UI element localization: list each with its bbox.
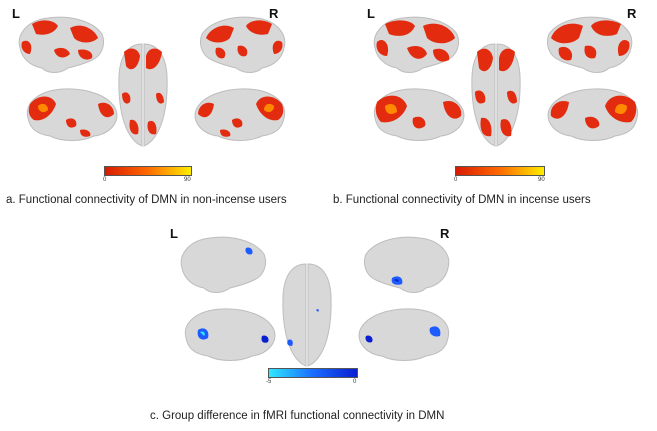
colorbar-max-label: 90	[184, 177, 191, 183]
colorbar-max-label: 0	[353, 379, 357, 385]
brain-medial-right	[547, 88, 639, 141]
right-hemisphere-label: R	[269, 6, 279, 21]
brain-dorsal	[471, 43, 521, 147]
brain-lateral-left	[18, 16, 105, 73]
colorbar-max-label: 90	[538, 177, 545, 183]
panel-caption: b. Functional connectivity of DMN in inc…	[333, 194, 591, 206]
brain-medial-right	[194, 88, 286, 141]
panel-b: L R	[333, 0, 655, 215]
colorbar	[104, 166, 192, 176]
colorbar	[455, 166, 545, 176]
colorbar	[268, 368, 358, 378]
brain-lateral-left	[180, 236, 267, 293]
panel-c: L R -5	[150, 220, 510, 430]
panel-caption: c. Group difference in fMRI functional c…	[150, 410, 445, 422]
brain-dorsal	[118, 43, 168, 147]
brain-medial-right	[358, 308, 450, 361]
right-hemisphere-label: R	[440, 226, 450, 241]
left-hemisphere-label: L	[367, 6, 375, 21]
brain-dorsal	[282, 263, 332, 367]
brain-lateral-right	[199, 16, 286, 73]
brain-medial-left	[26, 88, 118, 141]
right-hemisphere-label: R	[627, 6, 637, 21]
brain-medial-left	[373, 88, 465, 141]
brain-lateral-right	[363, 236, 450, 293]
brain-medial-left	[184, 308, 276, 361]
colorbar-min-label: 0	[103, 177, 107, 183]
colorbar-min-label: -5	[266, 379, 272, 385]
colorbar-min-label: 0	[454, 177, 458, 183]
panel-caption: a. Functional connectivity of DMN in non…	[6, 194, 287, 206]
left-hemisphere-label: L	[12, 6, 20, 21]
left-hemisphere-label: L	[170, 226, 178, 241]
panel-a: L R	[0, 0, 330, 215]
brain-lateral-left	[373, 16, 460, 73]
brain-lateral-right	[546, 16, 633, 73]
